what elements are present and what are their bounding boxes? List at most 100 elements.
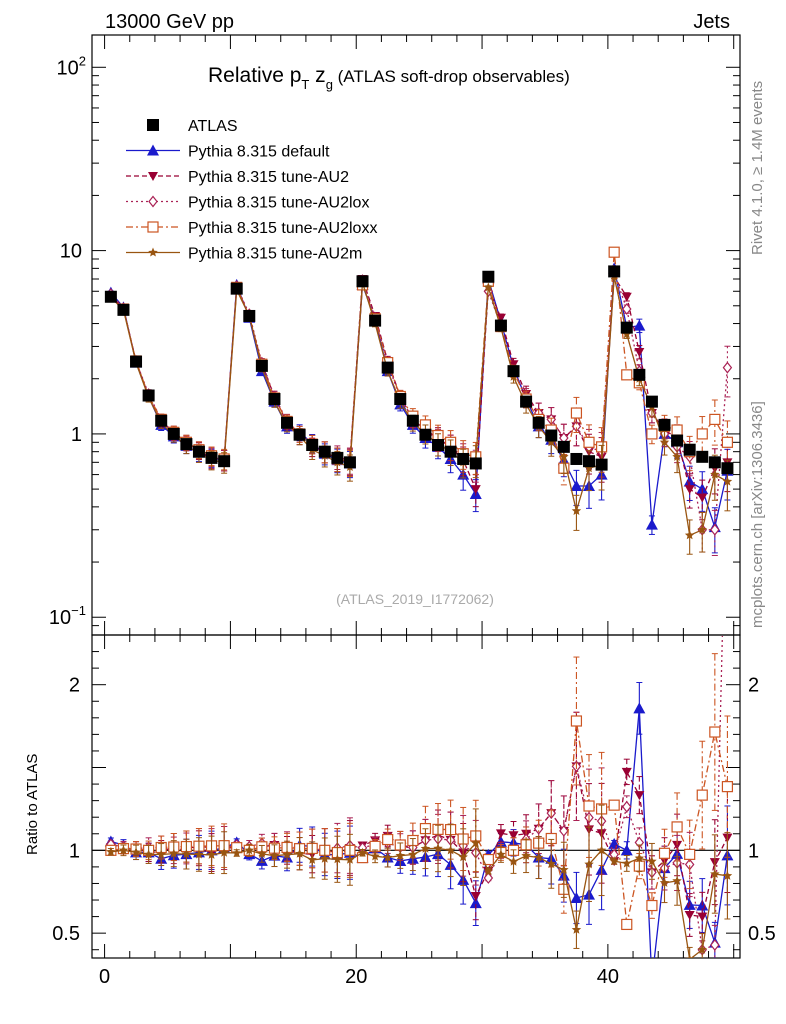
ratio-point-default [469, 897, 482, 909]
point-ATLAS [658, 418, 671, 431]
ratio-point-AU2m [521, 850, 531, 860]
ratio-point-AU2m [559, 864, 569, 874]
title-sub-g: g [326, 77, 333, 92]
legend-label-AU2loxx: Pythia 8.315 tune-AU2loxx [188, 220, 377, 237]
ratio-ylabel: Ratio to ATLAS [24, 754, 41, 855]
point-AU2lox [722, 361, 733, 374]
ratio-ytick-label-left: 1 [69, 840, 80, 862]
point-ATLAS [557, 440, 570, 453]
legend-marker-AU2m [148, 247, 158, 257]
point-AU2m [722, 476, 733, 486]
point-AU2m [584, 463, 594, 473]
point-AU2m [571, 505, 582, 515]
point-AU2 [495, 313, 506, 323]
legend-marker-default [147, 144, 159, 156]
point-default [645, 518, 658, 530]
ratio-point-AU2m [672, 875, 682, 885]
ratio-point-AU2m [722, 870, 733, 880]
ratio-point-AU2lox [483, 871, 494, 884]
point-ATLAS [167, 427, 180, 440]
ratio-point-AU2loxx [570, 715, 583, 727]
legend-label-ATLAS: ATLAS [188, 118, 238, 135]
point-ATLAS [205, 451, 218, 464]
point-ATLAS [696, 450, 709, 463]
point-AU2 [684, 485, 695, 495]
ratio-point-AU2loxx [608, 799, 620, 811]
ratio-point-AU2loxx [583, 800, 595, 812]
point-ATLAS [180, 438, 193, 451]
mcplots-label: mcplots.cern.ch [arXiv:1306.3436] [749, 401, 766, 628]
series-main-default [104, 262, 734, 554]
ratio-point-AU2loxx [684, 848, 696, 860]
series-line-AU2m [110, 276, 728, 537]
main-ytick-label: 102 [57, 53, 86, 79]
title-rest: (ATLAS soft-drop observables) [333, 67, 570, 86]
point-ATLAS [494, 319, 507, 332]
ratio-point-AU2m [710, 869, 720, 878]
point-AU2m [622, 329, 632, 339]
header-jets: Jets [693, 11, 730, 33]
ratio-point-AU2m [181, 849, 192, 859]
point-ATLAS [633, 368, 646, 381]
point-default [570, 479, 583, 491]
legend: ATLAS Pythia 8.315 default Pythia 8.315 tu… [126, 118, 377, 263]
point-ATLAS [570, 452, 583, 465]
ratio-point-AU2m [143, 849, 154, 859]
ratio-point-AU2m [370, 851, 380, 861]
ratio-point-AU2lox [533, 822, 544, 835]
ratio-point-AU2m [697, 944, 707, 954]
ratio-point-default [646, 975, 658, 986]
point-AU2loxx [621, 369, 633, 381]
point-ATLAS [281, 416, 294, 429]
ratio-point-default [620, 844, 633, 856]
point-AU2loxx [721, 436, 734, 448]
series-line-default [110, 268, 729, 530]
point-ATLAS [721, 462, 734, 475]
point-AU2 [470, 485, 481, 495]
point-AU2 [634, 347, 645, 357]
ratio-point-AU2loxx [621, 918, 633, 931]
ratio-ytick-label-right: 1 [748, 840, 759, 862]
point-ATLAS [230, 282, 243, 295]
ratio-point-AU2m [169, 848, 179, 858]
legend-marker-AU2 [148, 172, 158, 181]
point-AU2 [508, 360, 519, 370]
point-ATLAS [268, 393, 281, 406]
ratio-point-AU2m [194, 849, 204, 859]
point-ATLAS [583, 455, 596, 468]
ratio-point-AU2 [470, 891, 481, 901]
point-ATLAS [104, 290, 117, 303]
series-main-AU2m [106, 271, 733, 555]
point-ATLAS [671, 434, 684, 447]
title-sub-t: T [301, 77, 309, 92]
ratio-point-AU2m [320, 853, 330, 863]
point-ATLAS [318, 445, 331, 458]
ratio-point-AU2loxx [721, 781, 734, 793]
point-ATLAS [130, 355, 143, 368]
point-ATLAS [432, 439, 445, 452]
ratio-point-AU2m [458, 852, 468, 862]
ratio-point-AU2m [659, 877, 670, 887]
point-default [683, 475, 696, 487]
ratio-point-AU2 [684, 910, 695, 920]
point-AU2loxx [646, 428, 658, 440]
ratio-series-group [104, 636, 734, 986]
point-ATLAS [394, 393, 407, 406]
point-ATLAS [469, 457, 482, 470]
ratio-point-AU2m [433, 843, 443, 853]
legend-label-AU2: Pythia 8.315 tune-AU2 [188, 169, 349, 186]
ratio-point-default [608, 837, 621, 849]
ratio-point-AU2lox [621, 800, 632, 813]
legend-label-default: Pythia 8.315 default [188, 144, 330, 161]
legend-marker-AU2lox [148, 195, 158, 208]
ratio-point-AU2m [106, 846, 116, 856]
point-ATLAS [306, 439, 319, 452]
point-ATLAS [545, 429, 558, 442]
ratio-point-default [633, 702, 646, 714]
point-ATLAS [406, 414, 419, 427]
ratio-point-AU2loxx [696, 789, 708, 801]
ratio-point-default [570, 891, 583, 903]
ratio-axis-ticks: 0.5 0.5 1 1 2 2 [52, 651, 776, 951]
series-main-ATLAS [104, 265, 734, 475]
ratio-point-AU2 [697, 912, 708, 922]
